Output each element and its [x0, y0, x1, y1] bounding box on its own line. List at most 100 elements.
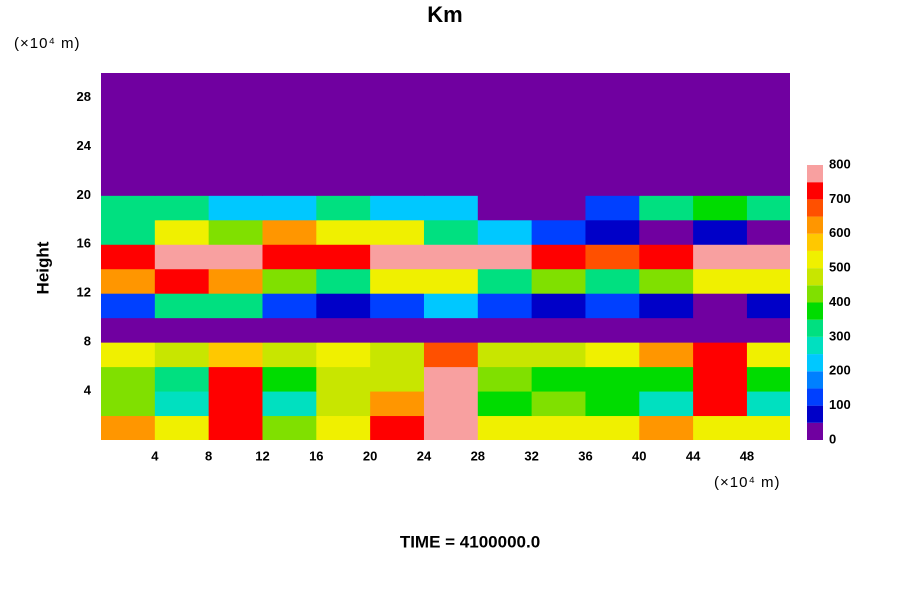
- field-cell: [370, 121, 425, 147]
- field-cell: [262, 366, 317, 392]
- field-cell: [423, 415, 479, 440]
- field-cell: [208, 317, 263, 343]
- y-tick-label: 16: [77, 236, 91, 251]
- field-cell: [262, 146, 317, 172]
- field-cell: [746, 219, 790, 245]
- field-cell: [531, 195, 586, 221]
- field-cell: [262, 293, 317, 319]
- field-cell: [316, 342, 371, 368]
- field-cell: [262, 195, 317, 221]
- field-cell: [693, 415, 748, 440]
- field-cell: [477, 219, 533, 245]
- field-cell: [262, 97, 317, 123]
- colorbar-segment: [807, 199, 823, 217]
- field-cell: [208, 268, 263, 294]
- field-cell: [101, 244, 156, 270]
- y-unit-label: (×10⁴ m): [14, 35, 81, 52]
- field-cell: [477, 293, 533, 319]
- field-cell: [585, 366, 640, 392]
- field-cell: [208, 293, 263, 319]
- field-cell: [585, 391, 640, 417]
- colorbar-segment: [807, 354, 823, 372]
- field-cell: [154, 219, 210, 245]
- chart-title: Km: [427, 2, 462, 27]
- field-cell: [101, 317, 156, 343]
- field-cell: [208, 195, 263, 221]
- field-cell: [370, 366, 425, 392]
- field-cell: [101, 415, 156, 440]
- field-cell: [423, 195, 479, 221]
- field-cell: [477, 415, 533, 440]
- field-cell: [101, 219, 156, 245]
- x-tick-label: 48: [740, 448, 754, 463]
- field-cell: [477, 317, 533, 343]
- field-cell: [101, 97, 156, 123]
- field-cell: [370, 170, 425, 196]
- field-cell: [262, 244, 317, 270]
- field-cell: [101, 121, 156, 147]
- field-cell: [154, 391, 210, 417]
- field-cell: [154, 97, 210, 123]
- field-cell: [693, 293, 748, 319]
- field-cell: [639, 415, 694, 440]
- field-cell: [746, 293, 790, 319]
- field-cell: [208, 146, 263, 172]
- field-cell: [423, 342, 479, 368]
- x-tick-label: 4: [151, 448, 159, 463]
- field-cell: [693, 342, 748, 368]
- field-cell: [316, 170, 371, 196]
- field-cell: [746, 244, 790, 270]
- field-cell: [693, 73, 748, 98]
- field-cell: [154, 415, 210, 440]
- field-cell: [531, 415, 586, 440]
- field-cell: [101, 293, 156, 319]
- x-tick-label: 40: [632, 448, 646, 463]
- field-cell: [208, 391, 263, 417]
- colorbar-segment: [807, 388, 823, 406]
- field-cell: [316, 97, 371, 123]
- colorbar-segment: [807, 422, 823, 440]
- field-cell: [531, 268, 586, 294]
- field-cell: [101, 342, 156, 368]
- field-cell: [208, 415, 263, 440]
- field-cell: [746, 391, 790, 417]
- colorbar-segment: [807, 268, 823, 286]
- field-cell: [531, 366, 586, 392]
- field-cell: [154, 121, 210, 147]
- field-cell: [585, 415, 640, 440]
- field-cell: [154, 244, 210, 270]
- field-cell: [585, 219, 640, 245]
- field-cell: [531, 342, 586, 368]
- x-tick-label: 8: [205, 448, 212, 463]
- colorbar-tick-label: 800: [829, 156, 851, 171]
- y-axis-title: Height: [33, 241, 52, 294]
- colorbar-segment: [807, 165, 823, 183]
- field-cell: [101, 73, 156, 98]
- field-cell: [316, 121, 371, 147]
- field-cell: [262, 342, 317, 368]
- field-cell: [423, 170, 479, 196]
- field-cell: [746, 342, 790, 368]
- field-cell: [208, 244, 263, 270]
- field-cell: [262, 391, 317, 417]
- field-cell: [639, 391, 694, 417]
- field-cell: [316, 244, 371, 270]
- field-cell: [477, 244, 533, 270]
- field-cell: [208, 73, 263, 98]
- x-tick-label: 16: [309, 448, 323, 463]
- field-cell: [531, 293, 586, 319]
- field-cell: [531, 146, 586, 172]
- field-cell: [746, 366, 790, 392]
- field-cell: [370, 146, 425, 172]
- field-cell: [693, 366, 748, 392]
- colorbar-tick-label: 100: [829, 397, 851, 412]
- field-cell: [693, 97, 748, 123]
- field: [101, 73, 790, 440]
- field-cell: [531, 391, 586, 417]
- field-cell: [693, 170, 748, 196]
- field-cell: [746, 170, 790, 196]
- field-cell: [262, 73, 317, 98]
- colorbar-segment: [807, 405, 823, 423]
- field-cell: [639, 366, 694, 392]
- field-cell: [585, 317, 640, 343]
